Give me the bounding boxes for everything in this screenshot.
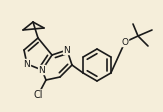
Text: Cl: Cl bbox=[33, 90, 43, 100]
Text: O: O bbox=[121, 38, 128, 46]
Text: N: N bbox=[64, 45, 70, 55]
Text: N: N bbox=[39, 66, 45, 74]
Text: N: N bbox=[24, 59, 30, 69]
